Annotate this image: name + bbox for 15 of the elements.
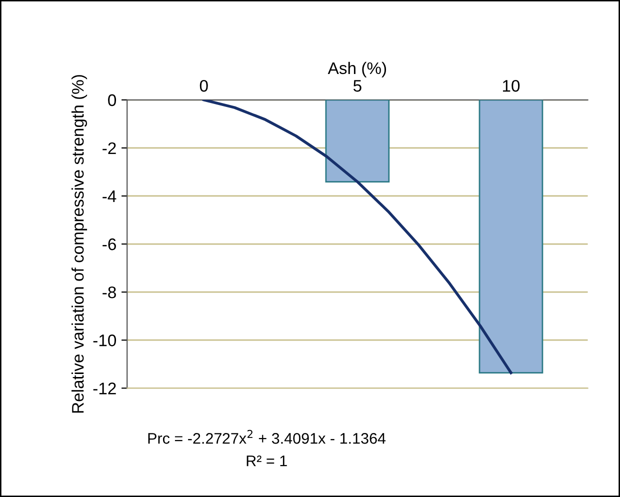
text: R² = 1 [246, 456, 287, 466]
x-tick-label: 10 [502, 80, 520, 92]
x-axis-title: Ash (%) [328, 62, 386, 78]
y-tick-label: -2 [102, 142, 116, 154]
y-tick-label: 0 [108, 94, 116, 106]
x-tick-label: 5 [353, 80, 362, 92]
y-axis-title: Relative variation of compressive strength (%) [72, 75, 88, 413]
y-tick-label: -4 [102, 190, 116, 202]
y-tick-label: -10 [93, 334, 116, 346]
x-tick-label: 0 [200, 80, 208, 92]
y-tick-label: -8 [102, 286, 116, 298]
y-tick-label: -6 [102, 238, 116, 250]
text: Prc = -2.2727x$^{2}$ + 3.4091x - 1.1364 [148, 430, 386, 444]
line-series [202, 100, 512, 374]
y-tick-label: -12 [93, 382, 116, 394]
